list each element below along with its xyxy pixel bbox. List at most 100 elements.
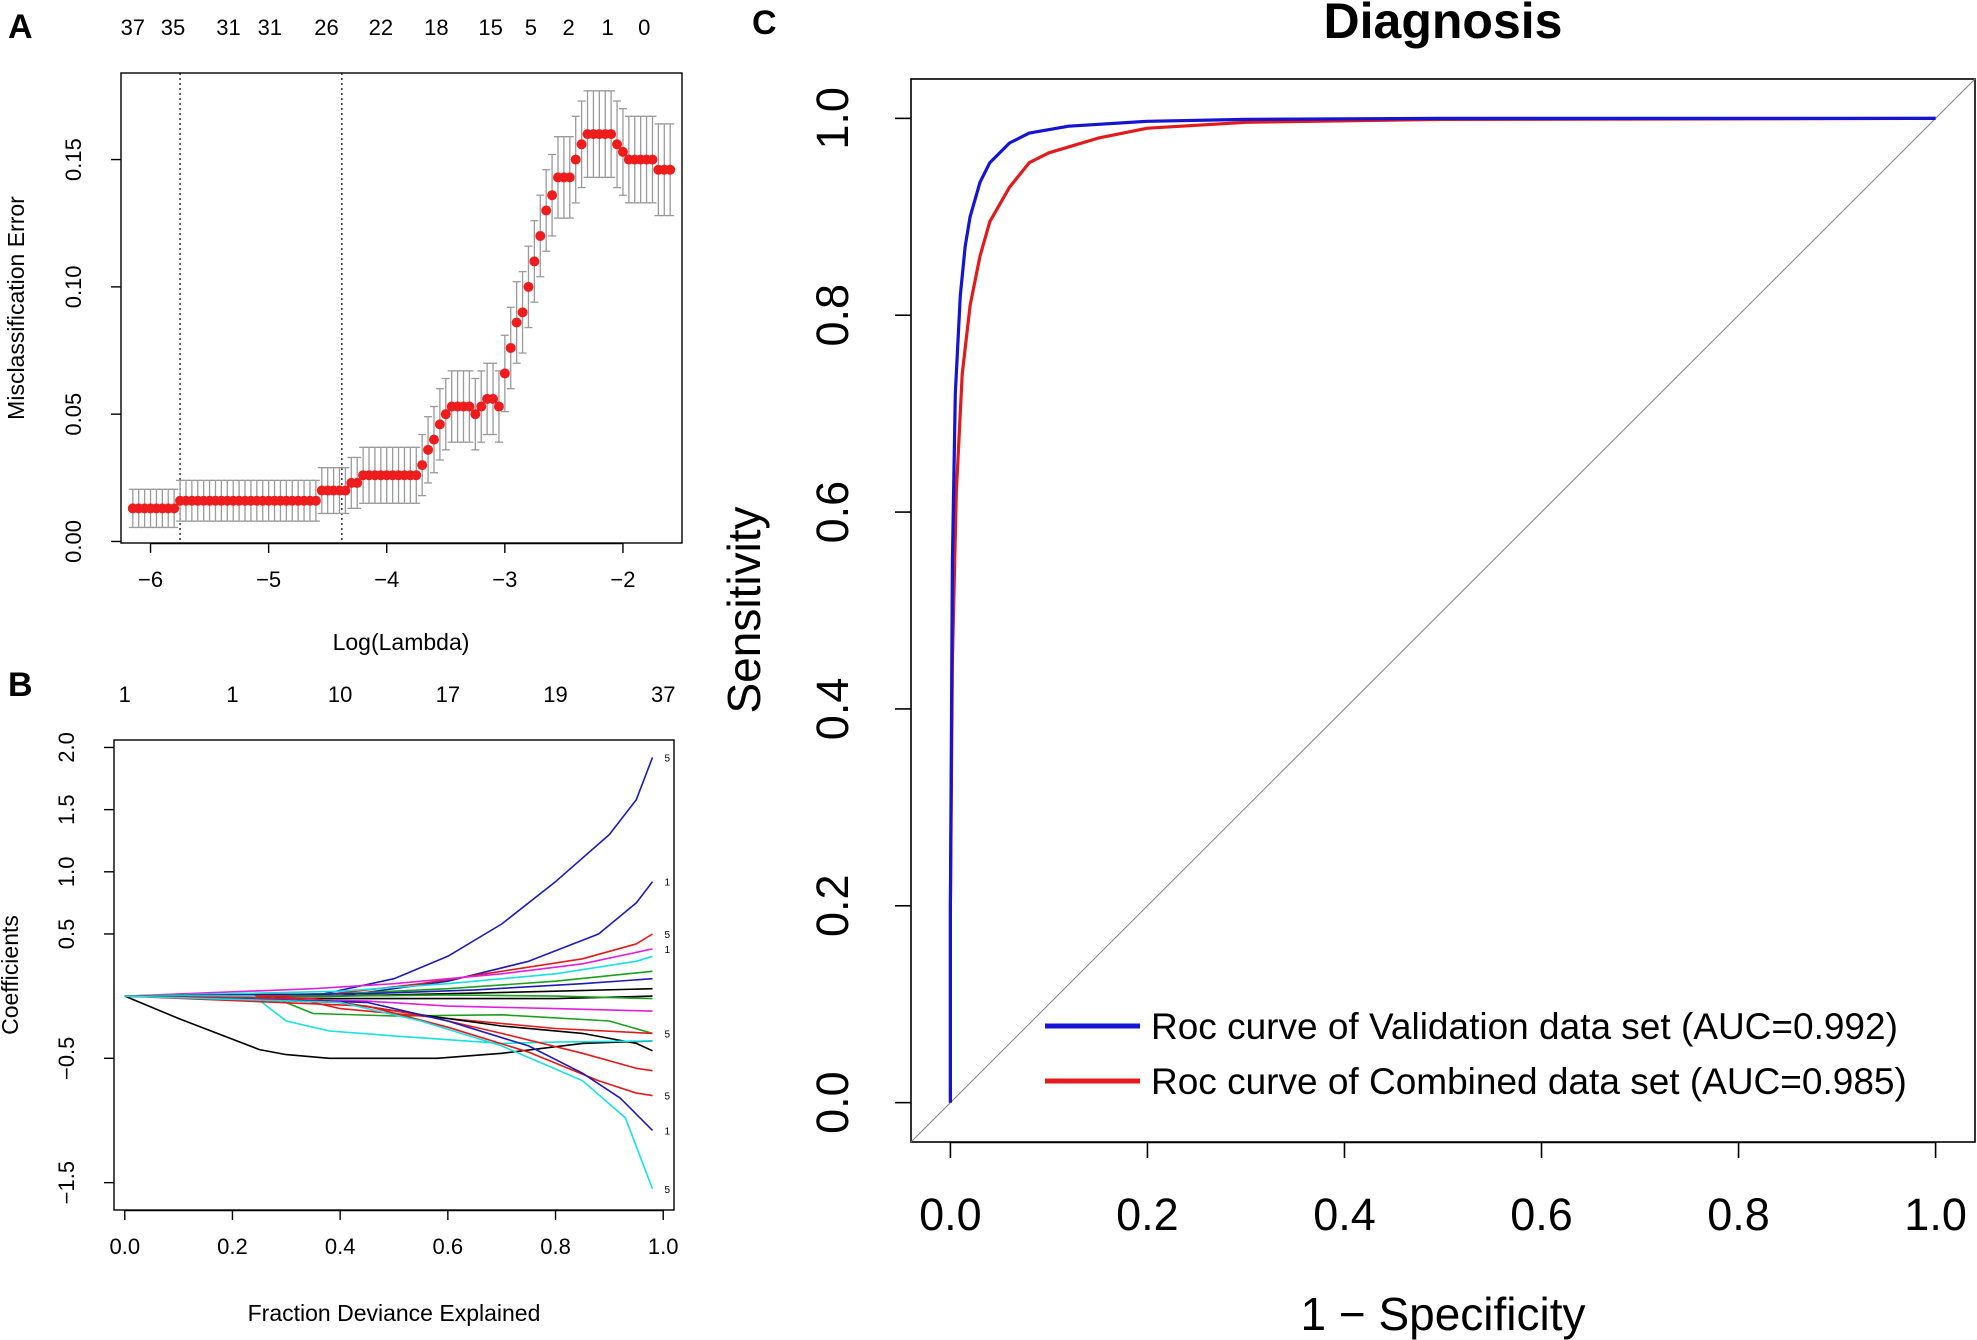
- panel-a-letter: A: [8, 8, 33, 46]
- panel-a-point: [570, 154, 581, 165]
- panel-c-x-tick-label: 0.0: [919, 1189, 982, 1240]
- panel-b-end-label: 5: [664, 1029, 670, 1040]
- panel-a-point: [488, 393, 499, 404]
- panel-c-y-tick-label: 1.0: [807, 87, 858, 150]
- panel-b-x-tick-label: 0.2: [217, 1234, 248, 1259]
- panel-c-letter: C: [752, 4, 777, 42]
- panel-a-point: [340, 485, 351, 496]
- panel-c-x-tick-label: 0.4: [1313, 1189, 1376, 1240]
- panel-b-y-tick-label: −0.5: [54, 1037, 79, 1080]
- panel-b-path-red-3: [124, 995, 653, 1072]
- panel-b-path-red-4: [124, 995, 653, 1097]
- panel-c-curves: [910, 78, 1976, 1143]
- panel-c-y-tick-label: 0.2: [807, 874, 858, 937]
- panel-b-y-tick-label: 1.0: [54, 857, 79, 888]
- panel-a-top-count-label: 37: [121, 15, 145, 40]
- panel-b-end-label: 5: [664, 930, 670, 941]
- panel-c-roc-plot: Diagnosis 0.0 0.2 0.4 0.6 0.8 1.0 0.0 0.2 0.4 0.6…: [718, 0, 1976, 1340]
- panel-b-axes: 0.0 1 0.2 1 0.4 10 0.6 17 0.8 19 1.0 37 −1.5 −0.5 0.5 1…: [54, 682, 679, 1259]
- panel-a-x-tick-label: −3: [492, 567, 517, 592]
- panel-a-axes: −6 −5 −4 −3 −2 0.00 0.05 0.10 0.15 37 35 31 31 26 22 18…: [61, 15, 650, 592]
- panel-b-path-blue-top: [124, 757, 654, 997]
- panel-a-top-count-label: 35: [161, 15, 185, 40]
- panel-b-path-cyan-1: [124, 955, 653, 997]
- panel-b-y-tick-label: 0.5: [54, 919, 79, 950]
- panel-a-x-tick-label: −2: [610, 567, 635, 592]
- panel-c-y-tick-label: 0.6: [807, 481, 858, 544]
- panel-a-point: [434, 419, 445, 430]
- panel-b-end-label: 5: [664, 1092, 670, 1103]
- panel-a-top-count-label: 31: [216, 15, 240, 40]
- panel-a-x-tick-label: −6: [138, 567, 163, 592]
- panel-b-end-label: 1: [664, 878, 670, 889]
- panel-b-letter: B: [8, 666, 33, 704]
- panel-c-y-tick-label: 0.4: [807, 678, 858, 741]
- panel-a-y-tick-label: 0.15: [61, 138, 86, 181]
- panel-b-top-count-label: 37: [651, 682, 675, 707]
- panel-a-point: [511, 317, 522, 328]
- panel-a-y-axis-title: Misclassification Error: [3, 196, 29, 420]
- panel-a-point: [505, 342, 516, 353]
- panel-a-x-tick-label: −4: [374, 567, 399, 592]
- panel-b-x-tick-label: 0.4: [325, 1234, 356, 1259]
- panel-b-y-axis-title: Coefficients: [0, 915, 23, 1035]
- panel-c-reference-diagonal: [910, 78, 1976, 1143]
- panel-b-top-count-label: 1: [119, 682, 131, 707]
- panel-a-point: [464, 401, 475, 412]
- panel-a-point: [665, 164, 676, 175]
- panel-b-end-label: 1: [664, 1126, 670, 1137]
- panel-a-cv-error-plot: −6 −5 −4 −3 −2 0.00 0.05 0.10 0.15 37 35 31 31 26 22 18…: [3, 15, 683, 655]
- panel-b-path-darkblue-3: [124, 977, 653, 997]
- panel-c-axes: 0.0 0.2 0.4 0.6 0.8 1.0 0.0 0.2 0.4 0.6 0.8 1.0: [807, 87, 1967, 1240]
- panel-b-top-count-label: 1: [226, 682, 238, 707]
- panel-a-point: [493, 401, 504, 412]
- panel-a-point: [417, 460, 428, 471]
- panel-b-x-tick-label: 0.6: [433, 1234, 464, 1259]
- panel-b-plot-box: [113, 739, 675, 1211]
- panel-a-y-tick-label: 0.10: [61, 265, 86, 308]
- panel-a-error-bars: [128, 90, 675, 529]
- panel-a-point: [576, 139, 587, 150]
- panel-a-point: [523, 281, 534, 292]
- panel-c-x-axis-title: 1 − Specificity: [1300, 1288, 1585, 1340]
- panel-c-x-tick-label: 1.0: [1904, 1189, 1967, 1240]
- panel-b-y-tick-label: −1.5: [54, 1161, 79, 1204]
- panel-a-point: [517, 307, 528, 318]
- panel-c-roc-validation-curve: [948, 116, 1936, 1103]
- panel-b-top-count-label: 10: [328, 682, 352, 707]
- panel-a-top-count-label: 18: [424, 15, 448, 40]
- panel-b-x-tick-label: 0.0: [109, 1234, 140, 1259]
- panel-a-point: [499, 368, 510, 379]
- panel-b-y-tick-label: 2.0: [54, 732, 79, 763]
- panel-a-top-count-label: 22: [369, 15, 393, 40]
- panel-a-y-tick-label: 0.05: [61, 393, 86, 436]
- panel-b-top-count-label: 17: [436, 682, 460, 707]
- panel-a-x-tick-label: −5: [256, 567, 281, 592]
- legend-label-combined: Roc curve of Combined data set (AUC=0.98…: [1151, 1061, 1907, 1102]
- panel-b-end-label: 5: [664, 1185, 670, 1196]
- panel-c-x-tick-label: 0.6: [1510, 1189, 1573, 1240]
- panel-a-point: [612, 139, 623, 150]
- legend-label-validation: Roc curve of Validation data set (AUC=0.…: [1151, 1006, 1898, 1047]
- panel-a-point: [470, 409, 481, 420]
- panel-a-point: [564, 172, 575, 183]
- panel-a-point: [428, 434, 439, 445]
- panel-b-top-count-label: 19: [543, 682, 567, 707]
- panel-b-path-magenta-1: [124, 948, 653, 997]
- panel-a-top-count-label: 5: [525, 15, 537, 40]
- panel-c-roc-combined-curve: [948, 116, 1936, 1103]
- panel-b-end-label: 1: [664, 945, 670, 956]
- panel-a-point: [310, 495, 321, 506]
- panel-a-point: [529, 256, 540, 267]
- panel-a-point: [169, 503, 180, 514]
- panel-b-y-tick-label: 1.5: [54, 794, 79, 825]
- panel-a-point: [547, 190, 558, 201]
- panel-b-end-label: 5: [664, 753, 670, 764]
- panel-a-x-axis-title: Log(Lambda): [333, 629, 470, 655]
- panel-a-top-count-label: 0: [638, 15, 650, 40]
- panel-c-legend: Roc curve of Validation data set (AUC=0.…: [1045, 1006, 1907, 1102]
- panel-a-top-count-label: 26: [314, 15, 338, 40]
- panel-b-x-axis-title: Fraction Deviance Explained: [248, 1300, 541, 1326]
- panel-c-title: Diagnosis: [1324, 0, 1563, 49]
- panel-a-point: [541, 205, 552, 216]
